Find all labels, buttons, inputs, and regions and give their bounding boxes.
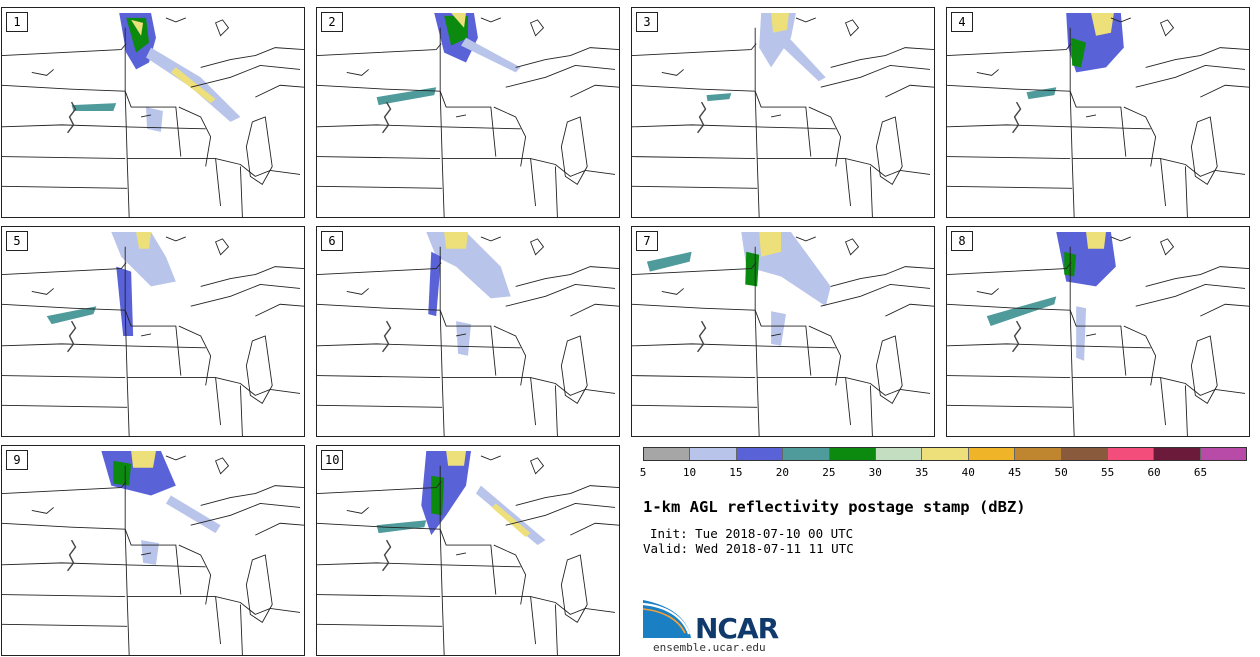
colorbar-tick-label: 45 [1008, 466, 1022, 479]
colorbar-tick-label: 55 [1100, 466, 1115, 479]
colorbar-swatch [1061, 448, 1108, 460]
colorbar-tick-label: 40 [961, 466, 975, 479]
colorbar-swatch [783, 448, 830, 460]
run-info: Init: Tue 2018-07-10 00 UTC Valid: Wed 2… [643, 526, 854, 556]
member-panel-7: 7 [631, 226, 935, 437]
colorbar-swatch [875, 448, 923, 460]
member-number: 1 [6, 12, 28, 32]
ncar-logo-icon [643, 600, 691, 638]
member-map-4 [947, 12, 1249, 217]
colorbar-tick-label: 5 [639, 466, 647, 479]
colorbar-swatch [1107, 448, 1155, 460]
colorbar-tick-label: 10 [682, 466, 697, 479]
member-number: 3 [636, 12, 658, 32]
member-number: 4 [951, 12, 973, 32]
ensemble-url: ensemble.ucar.edu [653, 641, 766, 654]
member-number: 2 [321, 12, 343, 32]
member-panel-6: 6 [316, 226, 620, 437]
member-map-3 [632, 12, 934, 217]
colorbar-swatch [1200, 448, 1247, 460]
colorbar-tick-label: 50 [1054, 466, 1068, 479]
member-map-5 [2, 231, 304, 436]
member-panel-5: 5 [1, 226, 305, 437]
colorbar-swatch [829, 448, 876, 460]
colorbar-tick-label: 60 [1147, 466, 1161, 479]
member-map-8 [947, 231, 1249, 436]
chart-title: 1-km AGL reflectivity postage stamp (dBZ… [643, 498, 1026, 516]
colorbar-tick-label: 35 [915, 466, 929, 479]
member-number: 6 [321, 231, 343, 251]
colorbar-tick-label: 20 [775, 466, 789, 479]
member-panel-3: 3 [631, 7, 935, 218]
colorbar-tick-label: 65 [1193, 466, 1208, 479]
reflectivity-colorbar [643, 447, 1247, 461]
colorbar-swatch [968, 448, 1016, 460]
colorbar-labels: 5 10 15 20 25 30 35 40 45 50 55 60 65 [639, 466, 1247, 480]
member-panel-4: 4 [946, 7, 1250, 218]
colorbar-tick-label: 15 [729, 466, 743, 479]
member-panel-10: 10 [316, 445, 620, 656]
member-number: 7 [636, 231, 658, 251]
member-number: 10 [321, 450, 344, 470]
member-number: 5 [6, 231, 28, 251]
ncar-wordmark: NCAR [695, 612, 779, 645]
colorbar-swatch [922, 448, 969, 460]
member-panel-8: 8 [946, 226, 1250, 437]
colorbar-swatch [644, 448, 691, 460]
colorbar-swatch [736, 448, 784, 460]
colorbar-tick-label: 30 [868, 466, 882, 479]
member-panel-1: 1 [1, 7, 305, 218]
colorbar-tick-label: 25 [822, 466, 836, 479]
member-map-7 [632, 231, 934, 436]
member-map-2 [317, 12, 619, 217]
member-panel-9: 9 [1, 445, 305, 656]
member-number: 8 [951, 231, 973, 251]
colorbar-swatch [1154, 448, 1201, 460]
valid-time: Valid: Wed 2018-07-11 11 UTC [643, 541, 854, 556]
init-time: Init: Tue 2018-07-10 00 UTC [650, 526, 854, 541]
colorbar-swatch [1015, 448, 1062, 460]
member-map-10 [317, 450, 619, 655]
member-map-6 [317, 231, 619, 436]
member-number: 9 [6, 450, 28, 470]
colorbar-swatch [690, 448, 737, 460]
member-map-1 [2, 12, 304, 217]
member-panel-2: 2 [316, 7, 620, 218]
member-map-9 [2, 450, 304, 655]
